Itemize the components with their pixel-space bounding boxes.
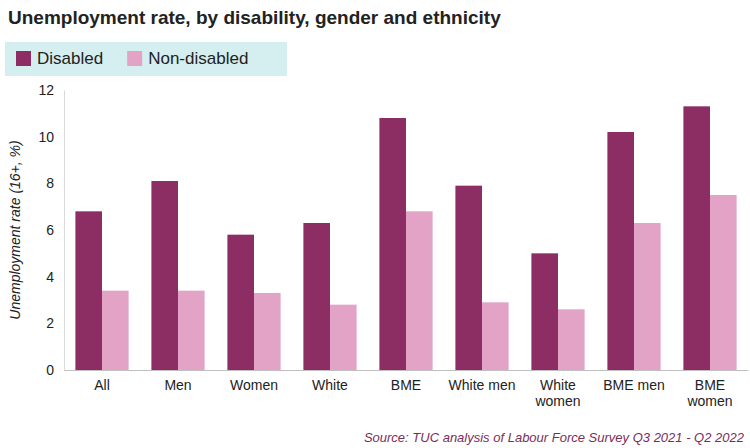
y-axis-line	[64, 91, 65, 371]
y-tick: 2	[46, 315, 64, 331]
y-tick-label: 6	[46, 222, 54, 238]
x-tick-label: White men	[449, 377, 516, 393]
chart: Unemployment rate, by disability, gender…	[0, 0, 750, 448]
x-tick: Women	[230, 370, 278, 393]
x-tick-label: BME	[391, 377, 421, 393]
legend-entry: Non-disabled	[127, 49, 248, 68]
y-tick: 10	[38, 129, 64, 145]
y-tick-label: 4	[46, 269, 54, 285]
x-tick: White	[312, 370, 348, 393]
x-tick-label: Whitewomen	[534, 377, 580, 409]
x-tick-label-line: White	[540, 377, 576, 393]
y-tick-label: 2	[46, 315, 54, 331]
bar	[379, 118, 406, 370]
legend-label: Non-disabled	[148, 49, 248, 68]
y-tick: 4	[46, 269, 64, 285]
bar	[102, 291, 129, 370]
legend-entry: Disabled	[16, 49, 103, 68]
legend-box	[5, 42, 287, 76]
x-tick-label-line: BME	[695, 377, 725, 393]
plot: 0 2 4 6 8 10 12 All Men Women White BME White men Whi…	[38, 82, 748, 409]
legend: Disabled Non-disabled	[5, 42, 287, 76]
x-tick-label: BME men	[603, 377, 664, 393]
bar	[151, 181, 178, 370]
x-axis: AllMenWomenWhiteBMEWhite menWhitewomenBM…	[65, 370, 749, 409]
legend-swatch	[127, 51, 142, 66]
y-tick: 8	[46, 175, 64, 191]
y-axis-label: Unemployment rate (16+, %)	[7, 140, 23, 319]
x-tick: BME	[391, 370, 421, 393]
bar	[178, 291, 205, 370]
x-tick: White men	[449, 370, 516, 393]
x-tick: All	[94, 370, 110, 393]
bar	[455, 186, 482, 370]
bar	[558, 309, 585, 370]
source: Source: TUC analysis of Labour Force Sur…	[364, 430, 745, 445]
bar	[482, 302, 509, 370]
bar	[330, 305, 357, 370]
bar	[75, 211, 102, 370]
y-tick-label: 0	[46, 362, 54, 378]
legend-swatch	[16, 51, 31, 66]
y-tick: 6	[46, 222, 64, 238]
x-tick: Whitewomen	[534, 370, 580, 409]
bar	[303, 223, 330, 370]
y-tick-label: 12	[38, 82, 54, 98]
x-tick-label-line: women	[686, 393, 732, 409]
x-tick-label: BMEwomen	[686, 377, 732, 409]
bar	[710, 195, 737, 370]
x-tick: BME men	[603, 370, 664, 393]
bar	[227, 235, 254, 370]
title: Unemployment rate, by disability, gender…	[8, 7, 501, 28]
bar	[406, 211, 433, 370]
x-tick-label: White	[312, 377, 348, 393]
y-tick-label: 10	[38, 129, 54, 145]
bar	[531, 253, 558, 370]
bar	[634, 223, 661, 370]
y-tick-label: 8	[46, 175, 54, 191]
bars	[75, 106, 736, 370]
x-tick-label: Women	[230, 377, 278, 393]
x-axis-line	[65, 370, 749, 371]
x-tick-label-line: women	[534, 393, 580, 409]
legend-label: Disabled	[37, 49, 103, 68]
x-tick-label: Men	[164, 377, 191, 393]
bar	[607, 132, 634, 370]
bar	[254, 293, 281, 370]
y-tick: 0	[46, 362, 64, 378]
y-axis: 0 2 4 6 8 10 12	[38, 82, 64, 378]
x-tick-label: All	[94, 377, 110, 393]
x-tick: Men	[164, 370, 191, 393]
bar	[683, 106, 710, 370]
y-tick: 12	[38, 82, 64, 98]
x-tick: BMEwomen	[686, 370, 732, 409]
